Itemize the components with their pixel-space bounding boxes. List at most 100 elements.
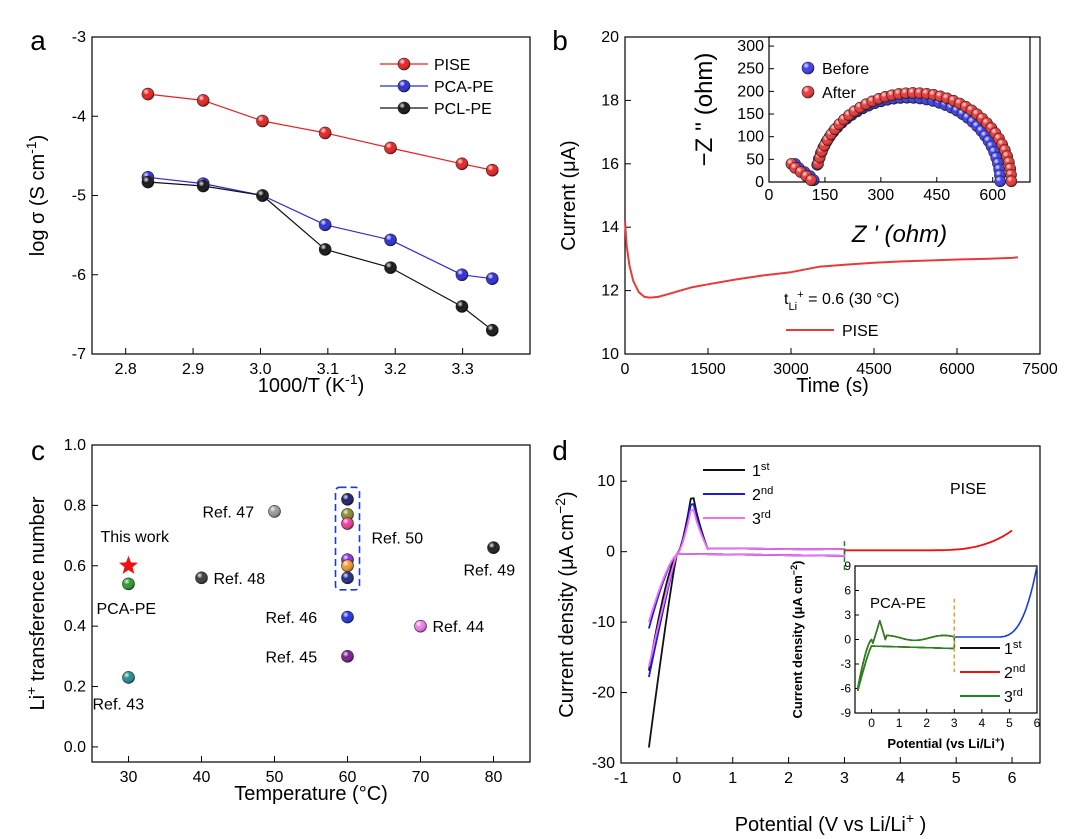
panel-c-point-shine xyxy=(341,650,354,663)
panel-b-inset-point-Before xyxy=(994,175,1006,188)
panel-d-inset-legend-label-part: nd xyxy=(1013,663,1025,675)
panel-d-inset-ytick-label: -6 xyxy=(840,682,851,696)
panel-c-point xyxy=(341,650,354,663)
panel-d-inset-xlabel-part: + xyxy=(995,735,1000,745)
panel-c-point-label: Ref. 49 xyxy=(464,563,516,580)
panel-b-xlabel: Time (s) xyxy=(796,375,869,397)
panel-c-group-point xyxy=(341,571,354,585)
panel-a-point-PCA-PE xyxy=(485,272,499,286)
panel-c-ytick-label: 0.0 xyxy=(64,739,86,756)
panel-d-inset-ytick-label: 3 xyxy=(844,608,851,622)
panel-a-xlabel-part: ) xyxy=(358,375,365,397)
panel-d-inset-legend-label-part: 2 xyxy=(1004,665,1013,682)
panel-b-ylabel: Current (μA) xyxy=(558,140,580,250)
panel-b-annotation-part: t xyxy=(784,291,789,308)
panel-a-xtick-label: 2.8 xyxy=(115,361,137,378)
panel-d-ytick-label: 10 xyxy=(597,473,615,490)
panel-a-ylabel-part: ) xyxy=(27,135,49,142)
panel-d-xtick-label: 4 xyxy=(896,770,905,787)
panel-c-xtick-label: 30 xyxy=(120,769,138,786)
panel-d-inset-xtick-label: 6 xyxy=(1034,716,1041,730)
panel-b-xtick-label: 1500 xyxy=(690,361,726,378)
panel-d-inset-legend-label: 1st xyxy=(1004,639,1023,658)
panel-a-point-PCA-PE xyxy=(318,218,332,232)
panel-c-letter: c xyxy=(31,435,45,466)
panel-c-group-point xyxy=(341,517,354,530)
panel-d-xtick-label: 0 xyxy=(672,770,681,787)
panel-d-inset-xtick-label: 3 xyxy=(951,716,958,730)
panel-b-inset-ylabel: −Z '' (ohm) xyxy=(691,53,718,167)
panel-a-xtick-label: 3.0 xyxy=(249,361,271,378)
panel-d-inset-xtick-label: 1 xyxy=(896,716,903,730)
panel-c-ytick-label: 1.0 xyxy=(64,437,86,454)
panel-a-xtick-label: 2.9 xyxy=(182,361,204,378)
panel-d-xtick-label: 3 xyxy=(840,770,849,787)
panel-c-group-box xyxy=(334,486,361,591)
panel-a-point-PISE-shine xyxy=(141,88,154,101)
panel-c-xtick-label: 40 xyxy=(193,769,211,786)
panel-a-ytick-label: -6 xyxy=(72,267,86,284)
panel-a-legend-label: PCA-PE xyxy=(434,79,494,96)
panel-a-point-PCL-PE-shine xyxy=(384,261,397,274)
panel-a-point-PISE xyxy=(196,94,210,107)
panel-c-group-point-shine xyxy=(341,517,354,530)
panel-a-point-PCL-PE xyxy=(384,261,397,274)
panel-a-ytick-label: -4 xyxy=(72,108,86,125)
panel-b-inset-xlabel: Z ' (ohm) xyxy=(851,221,947,248)
panel-b-xtick-label: 4500 xyxy=(856,361,892,378)
panel-d-xlabel-part: ) xyxy=(914,814,926,836)
panel-c-ytick-label: 0.6 xyxy=(64,558,86,575)
panel-d-inset-ylabel-part: −2 xyxy=(789,565,799,575)
panel-b-inset-ytick-label: 300 xyxy=(737,38,764,55)
panel-b-inset-ytick-label: 150 xyxy=(737,106,764,123)
panel-a-legend-marker xyxy=(397,101,411,115)
panel-a-ylabel: log σ (S cm-1) xyxy=(23,135,49,257)
panel-b-ylabel-part: A) xyxy=(558,140,580,160)
panel-a-legend-marker xyxy=(397,57,411,71)
panel-a-point-PISE xyxy=(318,126,332,140)
panel-b-annotation-part: + xyxy=(797,289,804,301)
panel-a-line-PCL-PE xyxy=(147,181,493,331)
panel-b-line-PISE xyxy=(624,220,1019,299)
panel-c-ytick-label: 0.4 xyxy=(64,618,86,635)
panel-d-legend-label-part: st xyxy=(761,461,771,473)
panel-c-xtick-label: 50 xyxy=(266,769,284,786)
panel-a-point-PCL-PE xyxy=(485,323,499,337)
panel-b-xtick-label: 7500 xyxy=(1022,361,1058,378)
panel-b-inset-xtick-label: 450 xyxy=(923,187,950,204)
panel-a-xtick-label: 3.1 xyxy=(317,361,339,378)
panel-c-ylabel-part: + xyxy=(23,687,39,695)
panel-c-ytick-label: 0.8 xyxy=(64,497,86,514)
panel-d-inset-legend-label-part: 3 xyxy=(1004,689,1013,706)
panel-a-point-PISE xyxy=(455,157,469,171)
panel-c-group-point-shine xyxy=(341,508,354,521)
panel-c-xtick-label: 80 xyxy=(485,769,503,786)
panel-a-ytick-label: -7 xyxy=(72,346,86,363)
panel-b-ytick-label: 18 xyxy=(601,92,619,109)
panel-b-xtick-label: 3000 xyxy=(773,361,809,378)
panel-b-xtick-label: 0 xyxy=(621,361,630,378)
panel-d-ytick-label: 0 xyxy=(606,544,615,561)
panel-a-ylabel-part: -1 xyxy=(23,141,39,154)
panel-b-inset-legend-marker-shine xyxy=(802,62,814,74)
panel-d-inset-xtick-label: 4 xyxy=(979,716,986,730)
panel-c-point-shine xyxy=(341,611,354,624)
panel-c-ytick-label: 0.2 xyxy=(64,679,86,696)
panel-d-ylabel-part: −2 xyxy=(552,498,568,514)
panel-d-ytick-label: -20 xyxy=(592,685,615,702)
panel-b-inset-xtick-label: 600 xyxy=(979,187,1006,204)
panel-d-cv-2nd xyxy=(648,503,846,678)
panel-a-point-PCA-PE xyxy=(384,233,397,247)
panel-b-ylabel-part: μ xyxy=(558,160,580,172)
panel-d-annotation: PISE xyxy=(950,481,986,498)
panel-a-point-PCA-PE-shine xyxy=(319,218,332,231)
panel-d-ylabel-part: μ xyxy=(556,558,578,570)
panel-b-ytick-label: 20 xyxy=(601,29,619,46)
panel-d-ylabel-part: ) xyxy=(556,491,578,498)
panel-b-inset-legend-label: Before xyxy=(822,61,869,78)
panel-b-legend-label: PISE xyxy=(842,323,878,340)
panel-b-annotation-part: Li xyxy=(788,301,797,313)
panel-b-inset-ytick-label: 250 xyxy=(737,61,764,78)
panel-d-inset-legend-label: 3rd xyxy=(1004,687,1023,706)
